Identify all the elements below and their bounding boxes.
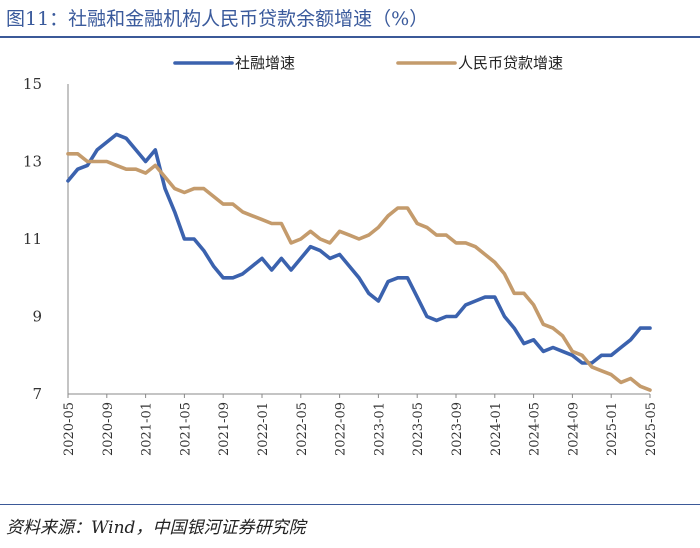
chart-title: 图11：社融和金融机构人民币贷款余额增速（%） (6, 8, 429, 30)
x-tick-label: 2022-01 (256, 402, 271, 456)
x-tick-label: 2020-05 (62, 402, 77, 456)
x-tick-label: 2022-09 (334, 402, 349, 456)
x-tick-label: 2022-05 (295, 402, 310, 456)
y-tick-label: 7 (32, 385, 42, 403)
x-tick-label: 2025-01 (605, 402, 620, 456)
title-divider (0, 36, 700, 38)
x-tick-label: 2025-05 (644, 402, 659, 456)
series-line-2 (66, 152, 652, 392)
line-chart: 7 9 11 13 15 2020-05 2020-09 2021-01 2021-05 2021… (23, 54, 659, 456)
x-tick-label: 2021-01 (140, 402, 155, 456)
legend-label-1: 社融增速 (235, 54, 295, 72)
x-tick-label: 2024-01 (489, 402, 504, 456)
x-tick-label: 2023-09 (450, 402, 465, 456)
source-divider (0, 504, 700, 505)
x-tick-label: 2023-01 (372, 402, 387, 456)
series-line-1 (66, 132, 652, 365)
x-tick-label: 2024-09 (566, 402, 581, 456)
source-note: 资料来源：Wind，中国银河证券研究院 (6, 518, 306, 538)
legend-label-2: 人民币贷款增速 (458, 54, 563, 72)
x-tick-label: 2024-05 (528, 402, 543, 456)
y-tick-label: 9 (32, 308, 42, 326)
x-tick-label: 2023-05 (411, 402, 426, 456)
y-tick-label: 15 (23, 75, 42, 93)
x-tick-label: 2021-05 (178, 402, 193, 456)
x-tick-label: 2021-09 (217, 402, 232, 456)
y-tick-label: 13 (23, 153, 42, 171)
x-tick-label: 2020-09 (101, 402, 116, 456)
y-tick-label: 11 (23, 230, 42, 248)
